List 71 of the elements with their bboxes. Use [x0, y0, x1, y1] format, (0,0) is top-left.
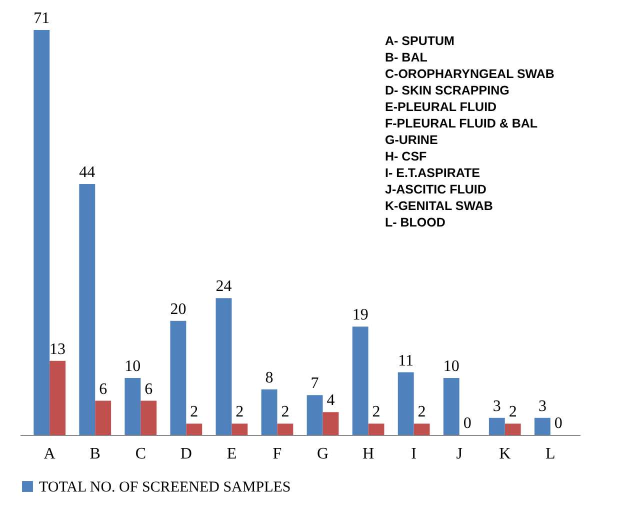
data-label: 20	[170, 300, 186, 318]
data-label: 7	[310, 375, 319, 392]
x-tick-label: K	[499, 446, 512, 462]
annotation: C-OROPHARYNGEAL SWAB	[385, 67, 554, 81]
data-label: 0	[554, 415, 562, 432]
annotation: H- CSF	[385, 150, 428, 164]
data-label: 6	[99, 380, 108, 398]
data-label: 2	[236, 404, 244, 421]
annotation: F-PLEURAL FLUID & BAL	[385, 116, 538, 130]
bar	[232, 424, 248, 435]
bar	[216, 298, 232, 435]
data-label: 13	[50, 340, 66, 358]
bar	[79, 184, 96, 435]
bar	[261, 389, 278, 435]
bar	[170, 320, 186, 435]
bar	[34, 30, 50, 435]
data-label: 3	[492, 398, 501, 415]
bar	[277, 424, 294, 435]
bar	[398, 372, 414, 435]
x-tick-label: E	[226, 446, 237, 462]
data-label: 2	[372, 404, 380, 421]
annotation: G-URINE	[385, 133, 438, 147]
bar	[488, 418, 505, 435]
x-tick-label: F	[272, 446, 282, 462]
x-tick-label: H	[362, 446, 375, 462]
bar	[124, 378, 141, 435]
data-label: 71	[34, 10, 50, 27]
legend-label: TOTAL NO. OF SCREENED SAMPLES	[39, 480, 291, 496]
x-tick-label: I	[411, 446, 416, 462]
data-label: 44	[79, 164, 96, 182]
data-label: 8	[265, 369, 274, 386]
bar	[186, 424, 202, 435]
x-tick-label: L	[546, 446, 556, 462]
bar	[140, 400, 157, 435]
bar	[50, 360, 66, 435]
data-label: 24	[216, 278, 232, 296]
bar	[504, 424, 521, 435]
x-tick-label: D	[180, 446, 192, 462]
data-label: 10	[443, 358, 460, 375]
x-tick-label: A	[44, 446, 56, 462]
data-label: 19	[352, 306, 368, 324]
data-label: 3	[538, 398, 546, 415]
bar	[368, 424, 384, 435]
bar	[306, 395, 323, 435]
bar	[95, 400, 112, 435]
annotation: A- SPUTUM	[385, 34, 454, 48]
annotation: J-ASCITIC FLUID	[385, 182, 486, 196]
x-tick-label: G	[316, 446, 329, 462]
bar	[443, 378, 460, 435]
data-label: 4	[326, 392, 335, 410]
data-label: 6	[144, 380, 153, 398]
annotation: L- BLOOD	[385, 216, 446, 230]
annotation: B- BAL	[385, 50, 428, 64]
data-label: 2	[281, 404, 290, 421]
data-label: 11	[398, 352, 414, 370]
x-tick-label: J	[456, 446, 462, 462]
bar	[352, 326, 368, 435]
annotation: K-GENITAL SWAB	[385, 199, 493, 213]
data-label: 10	[124, 358, 141, 375]
data-label: 2	[418, 404, 426, 421]
annotation: E-PLEURAL FLUID	[385, 100, 497, 114]
x-tick-label: B	[90, 446, 100, 462]
annotation: I- E.T.ASPIRATE	[385, 166, 480, 180]
x-tick-label: C	[135, 446, 146, 462]
data-label: 2	[508, 404, 517, 421]
annotation: D- SKIN SCRAPPING	[385, 84, 510, 98]
bar	[534, 418, 550, 435]
bar	[322, 412, 339, 435]
data-label: 0	[463, 415, 472, 432]
data-label: 2	[190, 404, 198, 421]
bar	[414, 424, 430, 435]
